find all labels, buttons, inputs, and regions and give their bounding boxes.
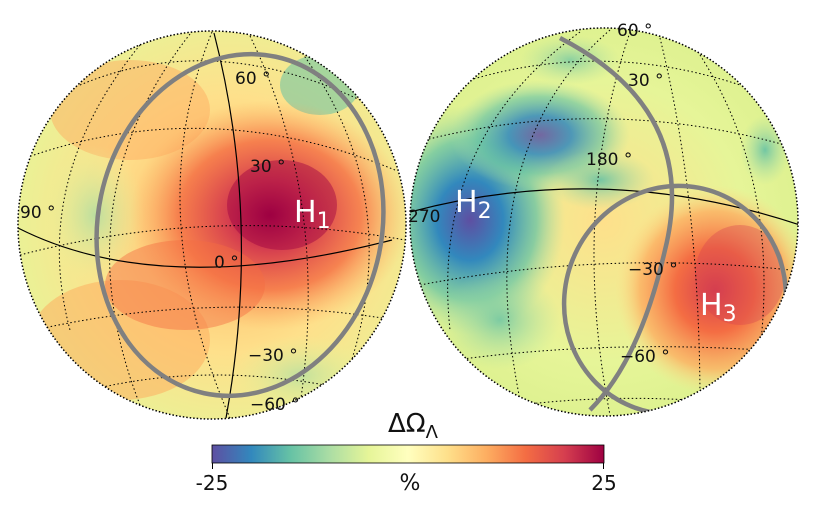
left-parallel-label: 30 ° xyxy=(250,157,286,177)
left-meridian xyxy=(213,32,242,419)
left-parallel-label: 60 ° xyxy=(235,69,271,89)
left-equator xyxy=(18,227,393,268)
right-globe: 180 ° 270 60 ° 30 ° −30 ° −60 ° H2 H3 xyxy=(408,21,799,417)
right-parallel-label: −30 ° xyxy=(628,260,678,280)
right-meridian-label: 180 ° xyxy=(586,150,632,170)
right-ring-upper xyxy=(558,35,675,412)
colorbar-title: ΔΩΛ xyxy=(388,409,439,443)
left-graticule xyxy=(19,31,406,419)
left-parallel-label: −30 ° xyxy=(248,346,298,366)
left-parallel-label: −60 ° xyxy=(250,395,300,415)
left-parallel-label: 0 ° xyxy=(214,253,239,273)
right-parallel-label: 30 ° xyxy=(628,71,664,91)
colorbar: ΔΩΛ -25 25 % xyxy=(196,409,617,496)
left-globe: 90 ° 60 ° 30 ° 0 ° −30 ° −60 ° H1 xyxy=(17,30,407,420)
right-parallel-label: 60 ° xyxy=(617,21,653,41)
colorbar-scale xyxy=(211,444,605,464)
colorbar-max-label: 25 xyxy=(591,471,616,495)
left-ring xyxy=(94,51,386,399)
left-meridian-label: 90 ° xyxy=(20,203,56,223)
hotspot-h3-label: H3 xyxy=(700,288,737,327)
right-graticule xyxy=(419,29,791,416)
hotspot-h2-label: H2 xyxy=(455,185,492,224)
right-globe-anisotropy-map xyxy=(410,28,798,416)
right-globe-outline xyxy=(409,27,799,417)
colorbar-min-label: -25 xyxy=(196,471,229,495)
left-globe-outline xyxy=(17,30,407,420)
left-globe-anisotropy-map xyxy=(18,31,406,419)
right-parallel-label: −60 ° xyxy=(620,347,670,367)
hotspot-h1-label: H1 xyxy=(294,195,331,234)
colorbar-unit: % xyxy=(400,471,421,496)
right-meridian-label: 270 xyxy=(408,207,440,227)
